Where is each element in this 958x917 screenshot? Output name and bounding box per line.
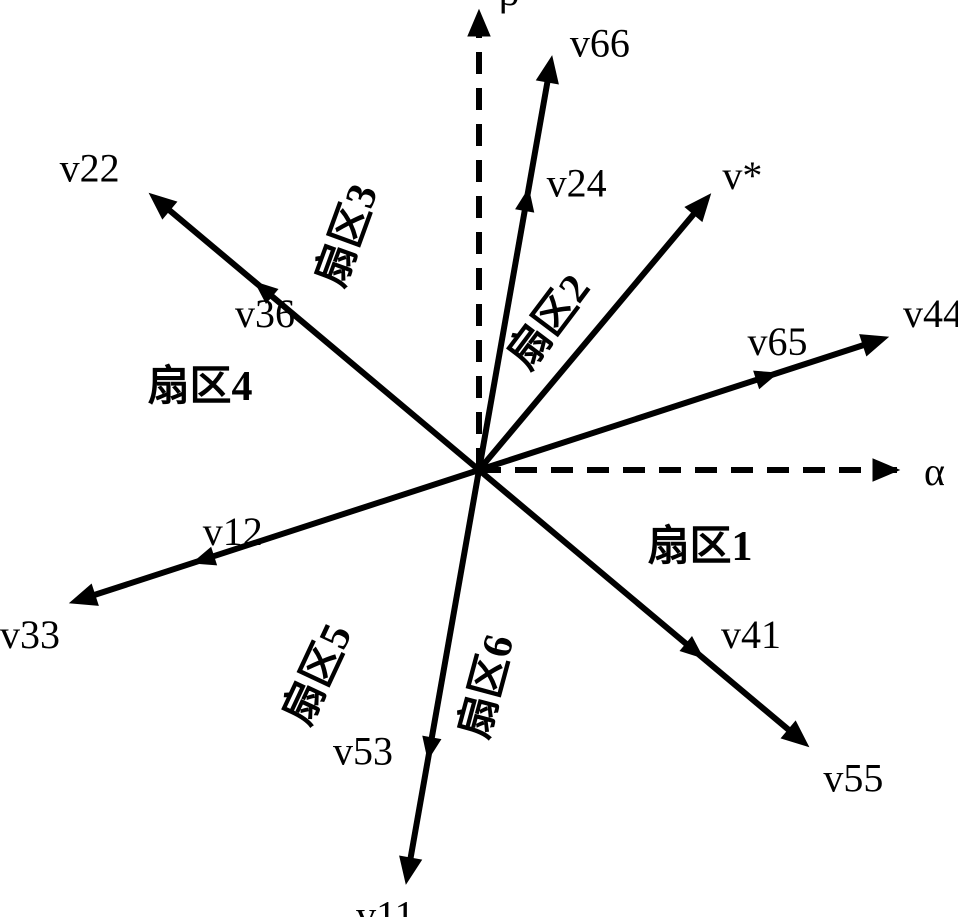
sector1: 扇区1 <box>647 523 752 570</box>
axis-label-alpha: α <box>924 449 945 494</box>
sector5: 扇区5 <box>274 617 361 732</box>
arrowhead <box>860 335 888 356</box>
sector3: 扇区3 <box>307 178 387 293</box>
vector-tip-label-vstar: v* <box>722 153 762 198</box>
sector3-label: 扇区3 <box>307 178 387 293</box>
vector-tip-label-v44: v44 <box>903 291 958 336</box>
arrowhead <box>537 56 559 84</box>
arrowhead <box>873 459 899 481</box>
vector-v33 <box>80 470 479 600</box>
vector-tip-label-v55: v55 <box>823 755 883 800</box>
vector-diagram: α β v65 v44 v* v24 v66 v36 v22 v12 v33 v53 v11 v41 v55… <box>0 0 958 917</box>
vector-mid-label-v55: v41 <box>721 612 781 657</box>
sector4-label: 扇区4 <box>147 363 252 410</box>
vector-tip-label-v66: v66 <box>570 20 630 65</box>
vector-mid-label-v44: v65 <box>748 319 808 364</box>
sector1-label: 扇区1 <box>647 523 752 570</box>
vector-mid-label-v66: v24 <box>547 161 607 206</box>
sector5-label: 扇区5 <box>274 617 361 732</box>
vector-mid-label-v33: v12 <box>203 509 263 554</box>
vector-mid-label-v22: v36 <box>235 291 295 336</box>
arrowhead <box>70 584 98 605</box>
arrowhead <box>754 371 778 388</box>
sector6-label: 扇区6 <box>451 630 524 744</box>
sector4: 扇区4 <box>147 363 252 410</box>
axis-label-beta: β <box>499 0 519 14</box>
vector-tip-label-v11: v11 <box>356 893 415 917</box>
vector-tip-label-v33: v33 <box>0 612 60 657</box>
arrowhead <box>468 10 490 36</box>
vector-v66 <box>479 67 550 470</box>
vector-mid-label-v11: v53 <box>333 729 393 774</box>
sector6: 扇区6 <box>451 630 524 744</box>
vector-v55 <box>479 470 800 740</box>
vector-v22 <box>158 200 479 470</box>
vector-tip-label-v22: v22 <box>60 146 120 191</box>
arrowhead <box>400 856 422 884</box>
